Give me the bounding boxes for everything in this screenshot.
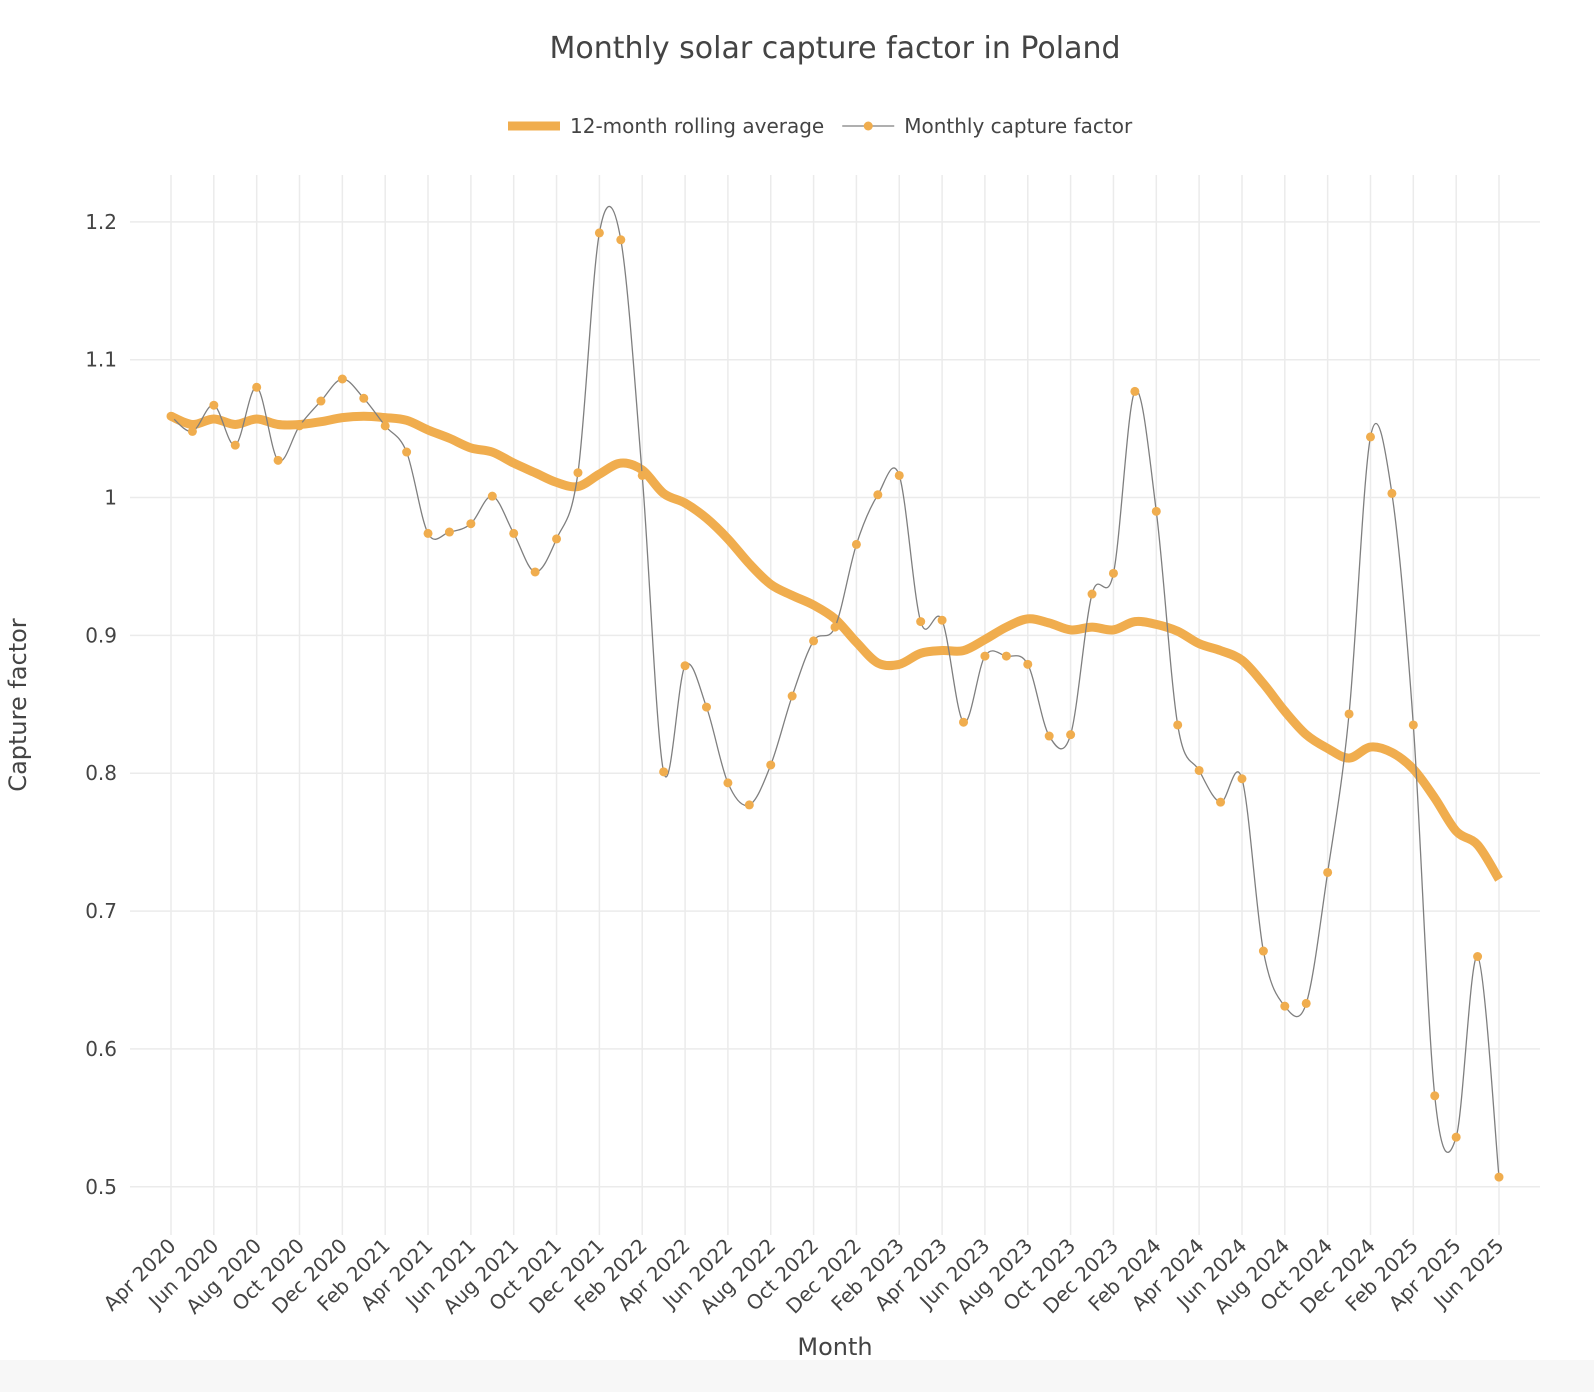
legend-label: Monthly capture factor xyxy=(904,114,1133,138)
data-point xyxy=(1494,1172,1504,1182)
y-axis-label: Capture factor xyxy=(4,618,32,792)
data-point xyxy=(851,539,861,549)
x-axis-label: Month xyxy=(797,1333,872,1361)
data-point xyxy=(380,421,390,431)
data-point xyxy=(787,691,797,701)
data-point xyxy=(873,490,883,500)
y-tick-label: 1.1 xyxy=(85,348,117,372)
data-point xyxy=(959,717,969,727)
data-point xyxy=(937,615,947,625)
data-point xyxy=(466,519,476,529)
data-point xyxy=(1473,952,1483,962)
data-point xyxy=(1173,720,1183,730)
data-point xyxy=(487,491,497,501)
y-tick-label: 0.7 xyxy=(85,899,117,923)
data-point xyxy=(573,468,583,478)
data-point xyxy=(1023,659,1033,669)
data-point xyxy=(766,760,776,770)
data-point xyxy=(1301,998,1311,1008)
data-point xyxy=(723,778,733,788)
data-point xyxy=(530,567,540,577)
y-tick-label: 0.6 xyxy=(85,1037,117,1061)
data-point xyxy=(1430,1091,1440,1101)
data-point xyxy=(402,447,412,457)
data-point xyxy=(594,228,604,238)
y-tick-label: 1.2 xyxy=(85,210,117,234)
data-point xyxy=(894,470,904,480)
data-point xyxy=(1344,709,1354,719)
legend-marker xyxy=(863,121,873,131)
data-point xyxy=(166,411,176,421)
data-point xyxy=(1066,730,1076,740)
footer-strip xyxy=(0,1360,1594,1392)
data-point xyxy=(509,528,519,538)
data-point xyxy=(744,800,754,810)
legend: 12-month rolling average Monthly capture … xyxy=(508,114,1133,138)
plot-area xyxy=(166,205,1504,1182)
data-point xyxy=(337,374,347,384)
y-tick-label: 0.9 xyxy=(85,623,117,647)
data-point xyxy=(1323,867,1333,877)
data-point xyxy=(444,527,454,537)
data-point xyxy=(830,622,840,632)
data-point xyxy=(616,235,626,245)
data-point xyxy=(295,421,305,431)
data-point xyxy=(1237,774,1247,784)
data-point xyxy=(637,470,647,480)
data-point xyxy=(680,661,690,671)
series-line xyxy=(170,205,1500,1178)
data-point xyxy=(701,702,711,712)
data-point xyxy=(659,767,669,777)
data-point xyxy=(1001,651,1011,661)
data-point xyxy=(980,651,990,661)
data-point xyxy=(552,534,562,544)
data-point xyxy=(916,617,926,627)
data-point xyxy=(187,426,197,436)
data-point xyxy=(809,636,819,646)
data-point xyxy=(1194,765,1204,775)
data-point xyxy=(1151,506,1161,516)
data-point xyxy=(209,400,219,410)
data-point xyxy=(1216,797,1226,807)
data-point xyxy=(252,382,262,392)
data-point xyxy=(1087,589,1097,599)
data-point xyxy=(230,440,240,450)
data-point xyxy=(1387,488,1397,498)
y-tick-label: 0.5 xyxy=(85,1175,117,1199)
legend-label: 12-month rolling average xyxy=(570,114,824,138)
data-point xyxy=(1258,946,1268,956)
data-point xyxy=(423,528,433,538)
data-point xyxy=(1451,1132,1461,1142)
data-point xyxy=(1108,568,1118,578)
data-point xyxy=(1408,720,1418,730)
data-point xyxy=(359,393,369,403)
data-point xyxy=(1365,432,1375,442)
chart-title: Monthly solar capture factor in Poland xyxy=(549,31,1120,66)
data-point xyxy=(1044,731,1054,741)
data-point xyxy=(273,455,283,465)
data-point xyxy=(1130,386,1140,396)
data-point xyxy=(1280,1001,1290,1011)
y-tick-label: 1 xyxy=(104,486,117,510)
y-tick-label: 0.8 xyxy=(85,761,117,785)
series-line xyxy=(169,411,1503,882)
data-point xyxy=(316,396,326,406)
